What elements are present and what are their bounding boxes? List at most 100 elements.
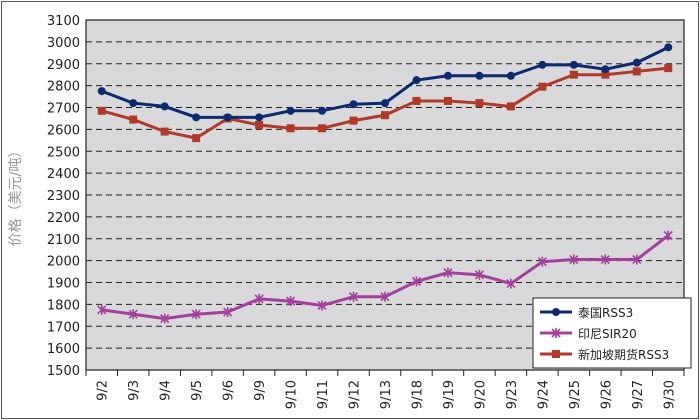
data-point xyxy=(443,267,453,278)
y-tick-label: 2500 xyxy=(47,145,80,160)
y-tick-label: 3100 xyxy=(47,14,80,29)
data-point xyxy=(349,116,358,125)
series-0 xyxy=(97,43,673,122)
x-tick-label: 9/24 xyxy=(536,380,551,409)
x-tick-label: 9/10 xyxy=(285,380,300,409)
data-point xyxy=(380,291,390,302)
x-tick-label: 9/23 xyxy=(505,380,520,409)
data-point xyxy=(318,124,327,133)
data-point xyxy=(255,121,264,129)
y-tick-label: 2400 xyxy=(47,167,80,182)
data-point xyxy=(381,99,389,108)
data-point xyxy=(664,43,673,52)
data-point xyxy=(412,76,421,85)
data-point xyxy=(664,64,673,73)
data-point xyxy=(569,70,578,79)
legend-label: 印尼SIR20 xyxy=(578,327,637,341)
y-tick-label: 2300 xyxy=(47,189,80,204)
legend-label: 泰国RSS3 xyxy=(578,306,633,320)
legend-marker xyxy=(552,350,560,358)
x-tick-label: 9/4 xyxy=(159,380,174,401)
data-point xyxy=(601,65,610,74)
y-tick-label: 1900 xyxy=(47,277,80,292)
data-point xyxy=(286,106,295,115)
data-point xyxy=(192,134,201,143)
data-point xyxy=(97,87,106,96)
y-tick-label: 1800 xyxy=(47,298,80,313)
data-point xyxy=(632,67,641,76)
data-point xyxy=(537,256,547,267)
data-point xyxy=(538,82,547,91)
data-point xyxy=(600,254,610,265)
x-tick-label: 9/6 xyxy=(222,380,237,401)
data-point xyxy=(160,102,169,111)
data-point xyxy=(443,96,452,105)
data-point xyxy=(506,278,516,289)
y-tick-label: 2000 xyxy=(47,255,80,270)
x-tick-label: 9/12 xyxy=(348,380,363,409)
data-point xyxy=(443,71,452,80)
y-tick-label: 1700 xyxy=(47,320,80,335)
legend-label: 新加坡期货RSS3 xyxy=(578,347,669,362)
data-point xyxy=(286,124,295,133)
data-point xyxy=(128,309,138,320)
x-tick-label: 9/5 xyxy=(190,380,205,401)
y-tick-label: 2700 xyxy=(47,102,80,117)
data-point xyxy=(381,111,389,120)
y-tick-label: 2200 xyxy=(47,211,80,226)
y-tick-label: 2600 xyxy=(47,123,80,138)
data-point xyxy=(506,102,515,111)
x-tick-label: 9/11 xyxy=(316,380,331,409)
y-tick-label: 2900 xyxy=(47,58,80,73)
y-tick-label: 2100 xyxy=(47,233,80,248)
legend-marker xyxy=(552,308,560,316)
data-point xyxy=(318,106,327,115)
data-point xyxy=(254,293,264,304)
data-point xyxy=(632,58,641,67)
x-tick-label: 9/9 xyxy=(253,380,268,401)
data-point xyxy=(317,300,327,311)
data-point xyxy=(348,291,359,302)
data-point xyxy=(538,60,547,69)
data-point xyxy=(129,115,138,124)
y-tick-label: 2800 xyxy=(47,80,80,95)
data-point xyxy=(223,113,232,122)
data-point xyxy=(663,230,673,241)
data-point xyxy=(506,71,515,80)
data-point xyxy=(192,113,201,122)
data-point xyxy=(223,307,233,318)
data-point xyxy=(632,254,642,265)
data-point xyxy=(97,304,107,315)
data-point xyxy=(286,296,296,307)
data-point xyxy=(160,127,169,136)
data-point xyxy=(569,254,579,265)
x-tick-label: 9/3 xyxy=(127,380,142,401)
legend: 泰国RSS3 印尼SIR20 新加坡期货RSS3 xyxy=(532,297,692,369)
data-point xyxy=(601,70,610,79)
x-tick-label: 9/30 xyxy=(662,380,677,409)
data-point xyxy=(191,309,201,320)
x-tick-label: 9/18 xyxy=(410,380,425,409)
data-point xyxy=(411,276,422,287)
y-tick-label: 1600 xyxy=(47,342,80,357)
y-tick-label: 3000 xyxy=(47,36,80,51)
data-point xyxy=(474,269,484,280)
x-tick-label: 9/25 xyxy=(568,380,583,409)
legend-marker xyxy=(551,328,561,338)
data-point xyxy=(475,71,484,80)
data-point xyxy=(349,100,358,109)
data-point xyxy=(412,96,421,105)
x-tick-label: 9/2 xyxy=(96,380,111,401)
x-tick-label: 9/26 xyxy=(599,380,614,409)
x-tick-label: 9/20 xyxy=(473,380,488,409)
data-point xyxy=(255,113,264,122)
data-point xyxy=(160,313,170,324)
series-1 xyxy=(97,230,673,324)
series-2 xyxy=(97,64,673,143)
data-point xyxy=(129,99,138,108)
data-point xyxy=(475,99,484,108)
data-point xyxy=(569,60,578,69)
x-tick-label: 9/19 xyxy=(442,380,457,409)
